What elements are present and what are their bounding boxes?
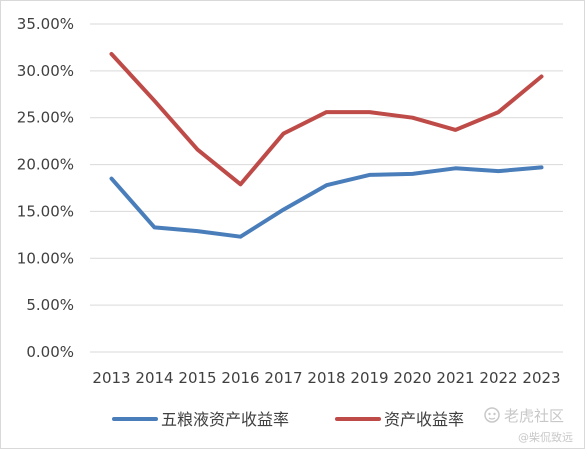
x-tick-label: 2020	[393, 369, 431, 387]
watermark-handle: @柴侃致远	[518, 430, 573, 444]
x-tick-label: 2023	[522, 369, 560, 387]
x-tick-label: 2017	[264, 369, 302, 387]
x-tick-label: 2014	[135, 369, 173, 387]
y-axis-tick-labels: 0.00% 5.00% 10.00% 15.00% 20.00% 25.00% 30.00%…	[17, 15, 74, 361]
legend-label-2: 资产收益率	[384, 410, 464, 429]
watermark: 老虎社区 @柴侃致远	[484, 407, 573, 444]
y-tick-label: 30.00%	[17, 62, 74, 80]
y-tick-label: 20.00%	[17, 156, 74, 174]
x-tick-label: 2013	[92, 369, 130, 387]
y-tick-label: 0.00%	[26, 343, 74, 361]
x-tick-label: 2022	[479, 369, 517, 387]
gridlines	[90, 23, 563, 353]
watermark-brand: 老虎社区	[504, 407, 564, 425]
legend-label-1: 五粮液资产收益率	[161, 410, 289, 429]
y-tick-label: 35.00%	[17, 15, 74, 33]
x-tick-label: 2021	[436, 369, 474, 387]
x-axis-tick-labels: 2013 2014 2015 2016 2017 2018 2019 2020 2021 2022…	[92, 369, 560, 387]
x-tick-label: 2016	[221, 369, 259, 387]
legend: 五粮液资产收益率 资产收益率	[112, 410, 464, 429]
y-tick-label: 10.00%	[17, 249, 74, 267]
y-tick-label: 5.00%	[26, 296, 74, 314]
series-line-2	[109, 52, 544, 187]
y-tick-label: 15.00%	[17, 202, 74, 220]
series-lines	[109, 52, 544, 239]
x-tick-label: 2015	[178, 369, 216, 387]
series-line-1	[109, 165, 544, 239]
x-tick-label: 2019	[350, 369, 388, 387]
tiger-logo-icon	[484, 407, 500, 423]
y-tick-label: 25.00%	[17, 109, 74, 127]
x-tick-label: 2018	[307, 369, 345, 387]
